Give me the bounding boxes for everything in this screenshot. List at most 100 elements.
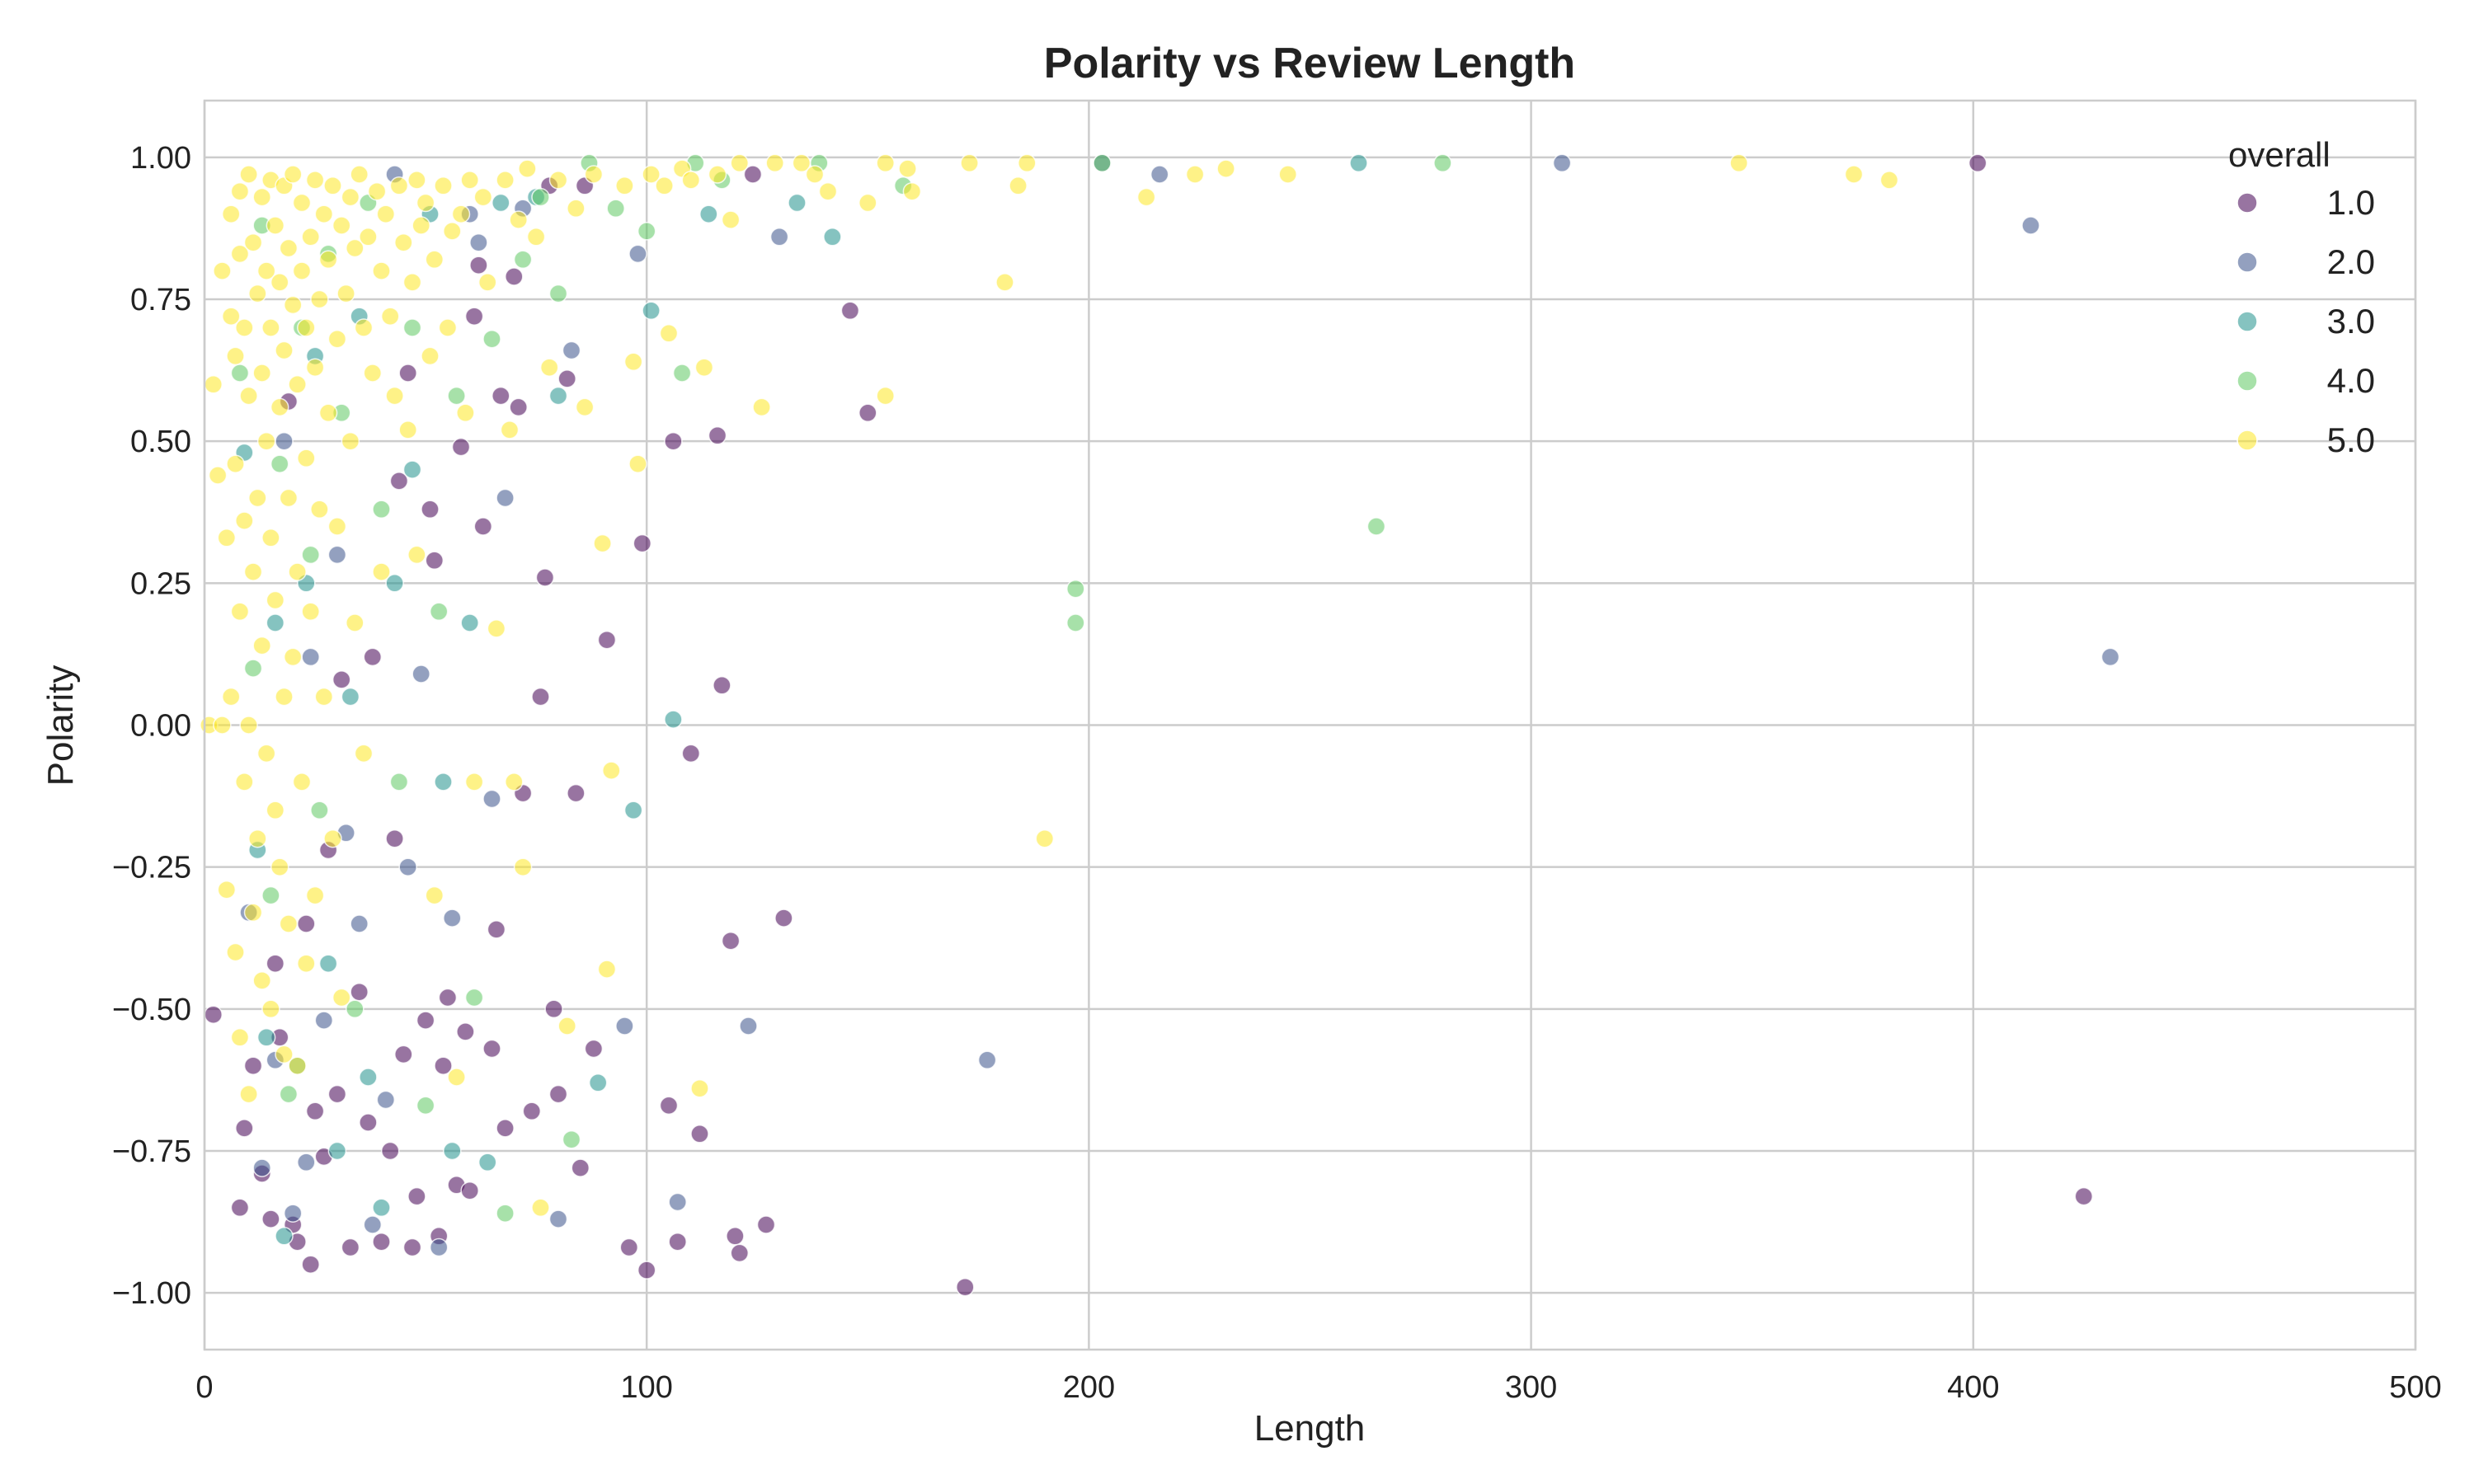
y-axis-ticks: −1.00 −0.75 −0.50 −0.25 0.00 0.25 0.50 0.75 1.00 <box>112 141 191 1311</box>
data-point <box>681 744 701 763</box>
data-point <box>283 295 303 315</box>
data-point <box>341 1237 360 1257</box>
data-point <box>350 982 369 1002</box>
data-point <box>464 773 484 791</box>
data-point <box>341 187 360 207</box>
data-point <box>708 426 727 445</box>
data-point <box>354 744 374 763</box>
data-point <box>230 1198 250 1218</box>
data-point <box>623 352 643 372</box>
data-point <box>243 1056 263 1075</box>
x-tick-label: 100 <box>620 1370 672 1405</box>
data-point <box>221 687 241 707</box>
data-point <box>2074 1186 2094 1206</box>
data-point <box>518 159 537 178</box>
data-point <box>1366 517 1386 536</box>
data-point <box>726 1227 745 1246</box>
data-point <box>765 153 784 173</box>
data-points <box>200 153 2120 1297</box>
data-point <box>694 358 714 377</box>
data-point <box>482 329 501 349</box>
data-point <box>615 176 634 195</box>
data-point <box>1552 153 1572 173</box>
data-point <box>221 204 241 223</box>
data-point <box>288 375 307 394</box>
data-point <box>266 801 285 820</box>
data-point <box>434 176 453 195</box>
data-point <box>434 1056 453 1075</box>
data-point <box>266 954 285 973</box>
data-point <box>221 307 241 326</box>
x-axis-ticks: 0 100 200 300 400 500 <box>195 1370 2441 1405</box>
data-point <box>593 533 612 553</box>
data-point <box>2021 216 2040 235</box>
x-tick-label: 400 <box>1947 1370 1999 1405</box>
data-point <box>456 403 475 423</box>
data-point <box>496 171 515 190</box>
data-point <box>279 488 299 508</box>
data-point <box>363 647 383 667</box>
data-point <box>637 1261 656 1280</box>
data-point <box>402 460 422 479</box>
data-point <box>460 1181 479 1200</box>
data-point <box>584 165 604 184</box>
data-point <box>526 228 546 247</box>
data-point <box>235 511 254 530</box>
data-point <box>261 885 280 905</box>
data-point <box>443 909 462 928</box>
data-point <box>305 358 325 377</box>
data-point <box>876 386 895 406</box>
data-point <box>208 466 228 485</box>
data-point <box>226 454 245 473</box>
data-point <box>394 1045 413 1064</box>
y-tick-label: −0.75 <box>112 1134 191 1169</box>
x-axis-label: Length <box>1254 1408 1366 1449</box>
data-point <box>261 318 280 337</box>
data-point <box>672 364 692 383</box>
data-point <box>492 193 510 213</box>
data-point <box>721 931 741 951</box>
y-tick-label: 1.00 <box>130 141 191 176</box>
data-point <box>341 431 360 451</box>
data-point <box>548 386 568 406</box>
data-point <box>721 210 741 229</box>
data-point <box>416 1096 435 1115</box>
data-point <box>708 165 727 184</box>
data-point <box>642 301 661 321</box>
data-point <box>407 545 426 565</box>
data-point <box>451 204 471 223</box>
data-point <box>243 562 263 581</box>
data-point <box>301 602 320 622</box>
data-point <box>389 176 409 195</box>
data-point <box>619 1237 639 1257</box>
data-point <box>567 783 586 803</box>
data-point <box>492 386 510 406</box>
data-point <box>535 568 555 587</box>
data-point <box>469 232 488 252</box>
data-point <box>902 181 922 201</box>
data-point <box>288 1056 307 1075</box>
data-point <box>332 670 351 689</box>
data-point <box>664 431 683 451</box>
data-point <box>398 364 417 383</box>
data-point <box>477 1153 497 1172</box>
data-point <box>248 488 267 508</box>
data-point <box>1278 165 1297 184</box>
data-point <box>372 1232 391 1252</box>
legend-marker <box>2236 251 2258 273</box>
data-point <box>256 744 276 763</box>
data-point <box>571 1158 590 1177</box>
grid-lines <box>203 101 2417 1350</box>
data-point <box>429 602 449 622</box>
data-point <box>769 228 789 247</box>
data-point <box>659 324 679 343</box>
data-point <box>332 216 351 235</box>
data-point <box>380 307 400 326</box>
data-point <box>275 1227 294 1246</box>
data-point <box>1185 165 1205 184</box>
data-point <box>531 1198 550 1218</box>
data-point <box>606 199 625 218</box>
data-point <box>327 545 347 565</box>
data-point <box>628 454 647 473</box>
data-point <box>270 273 289 292</box>
